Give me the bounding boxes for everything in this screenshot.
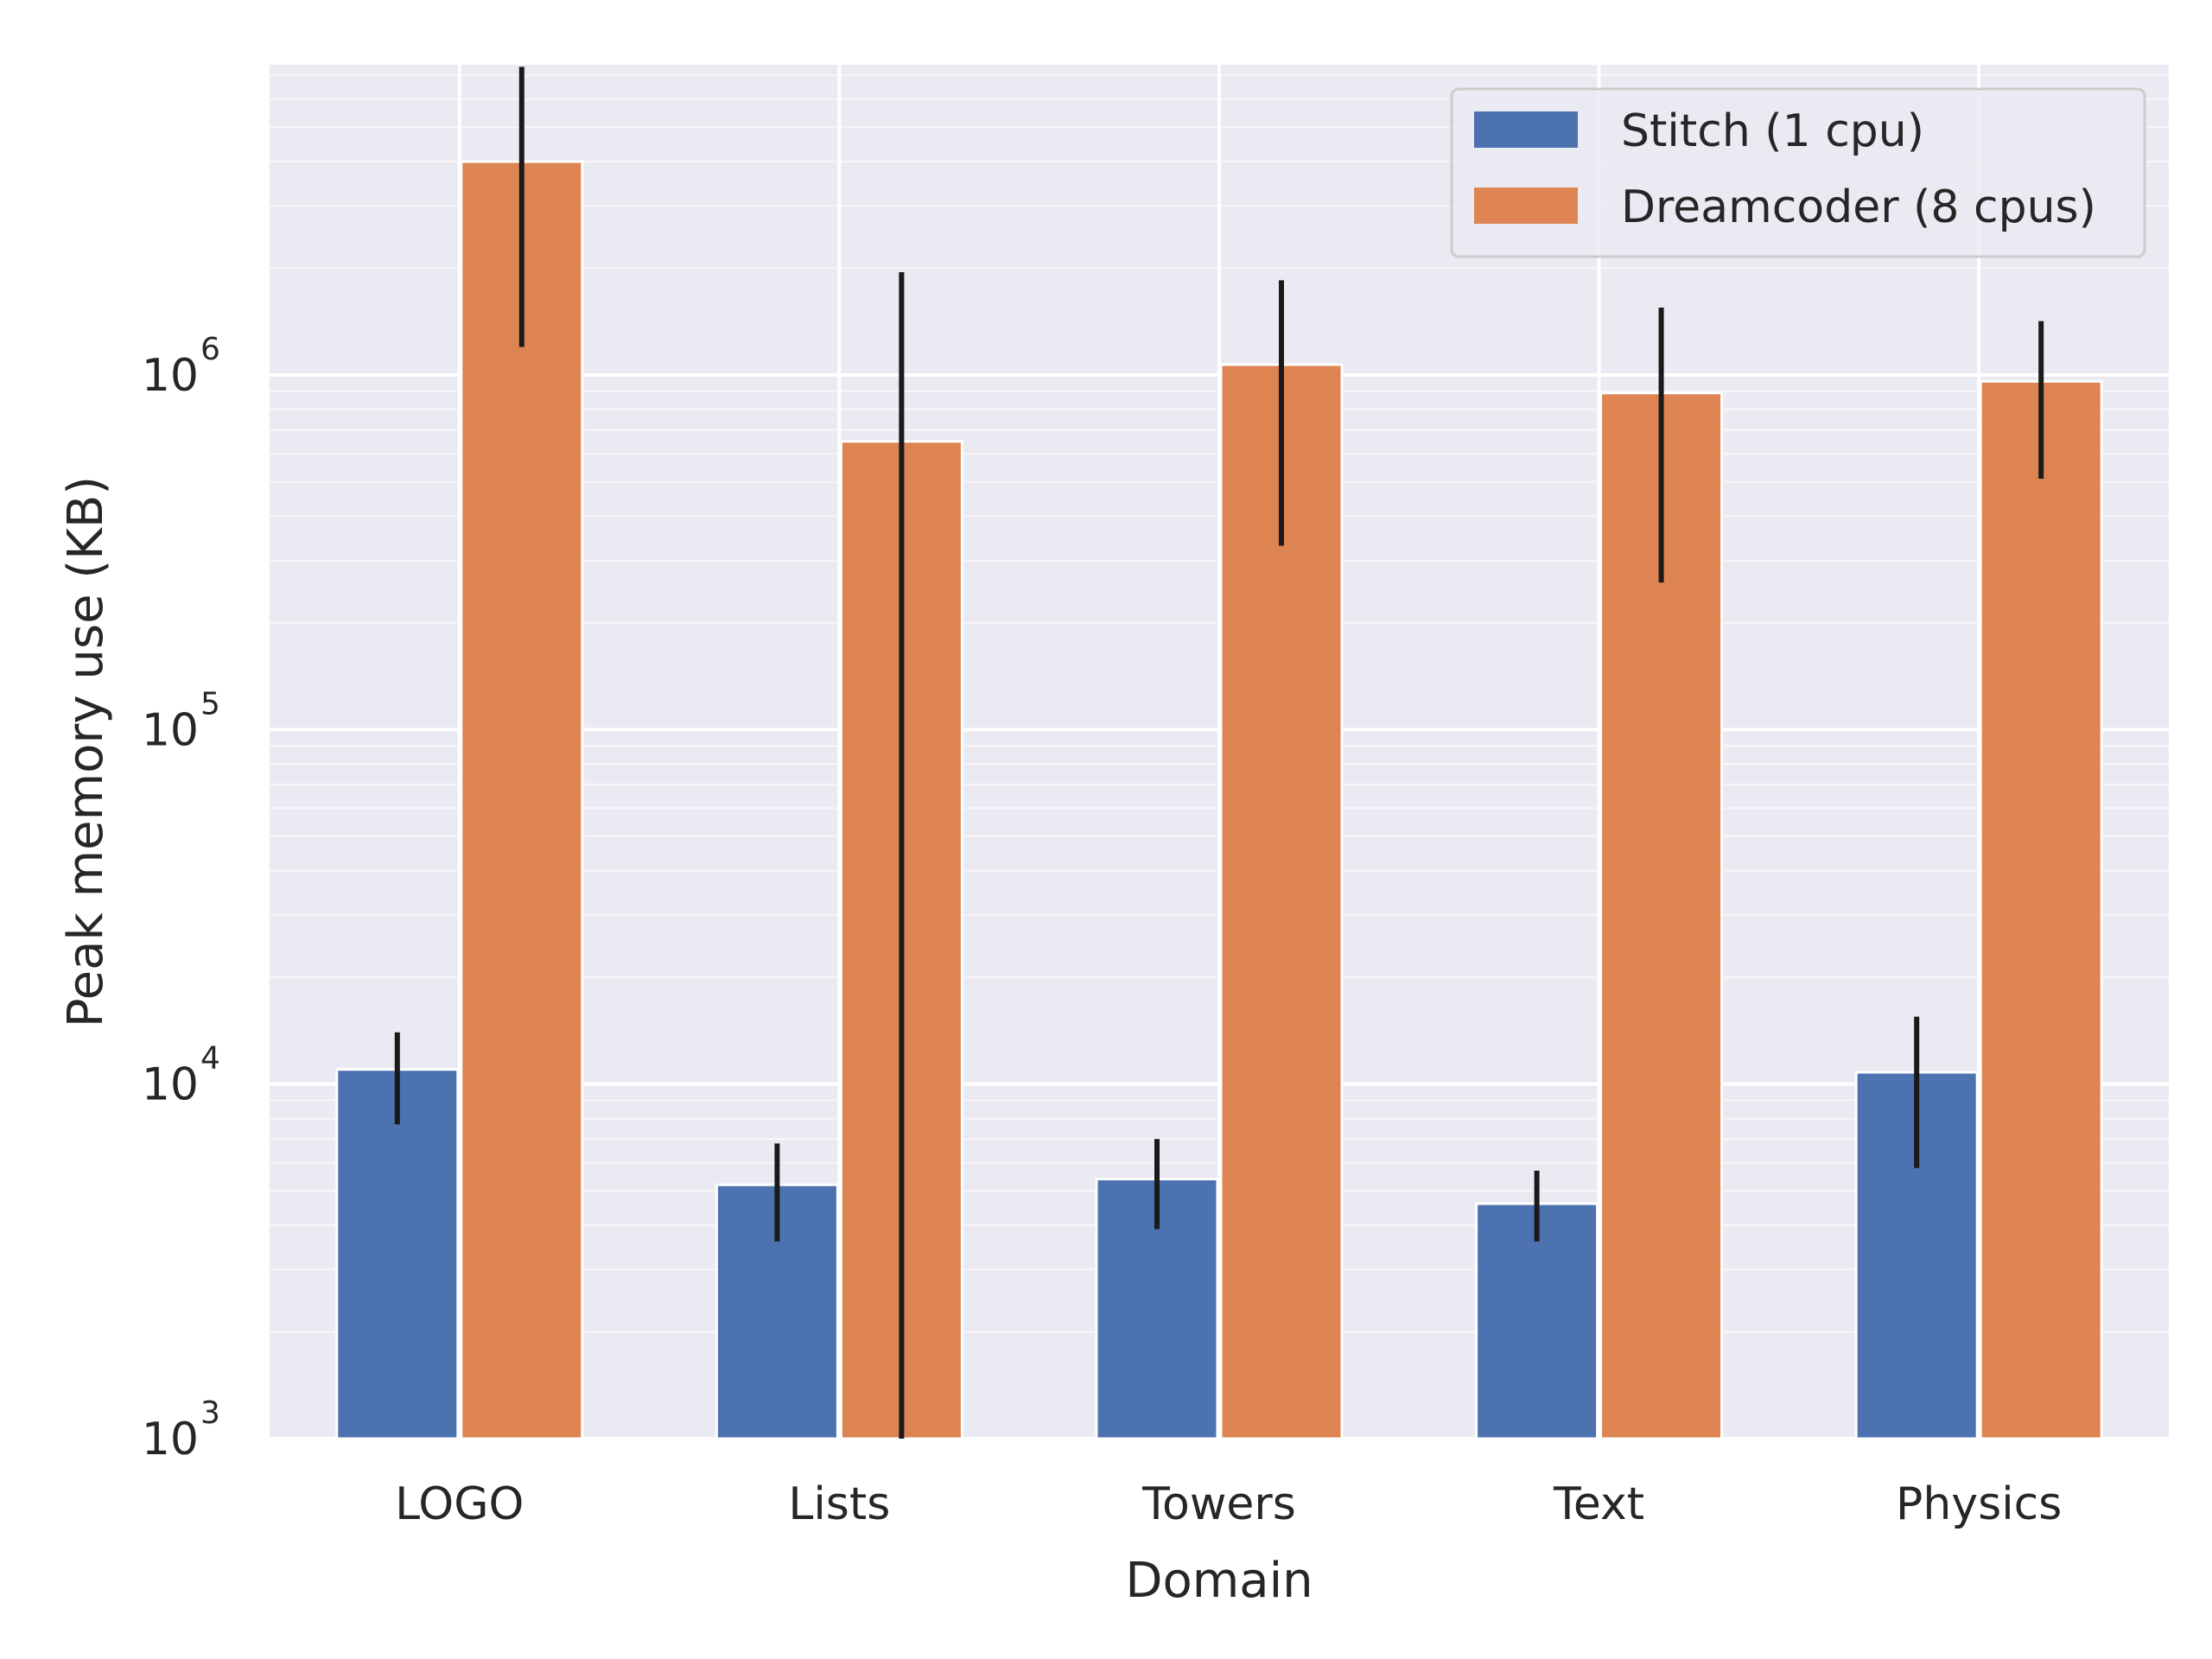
error-bars: [394, 67, 2044, 1439]
x-tick-label-text: Text: [1553, 1478, 1644, 1530]
x-tick-label-towers: Towers: [1141, 1478, 1296, 1530]
x-tick-label-physics: Physics: [1896, 1478, 2062, 1530]
x-tick-label-logo: LOGO: [395, 1478, 524, 1530]
legend-label-stitch: Stitch (1 cpu): [1621, 105, 1924, 157]
y-tick-label: 10: [142, 704, 199, 756]
bars: [335, 160, 2103, 1440]
legend-box: [1450, 87, 2146, 258]
bar-stitch-text: [1475, 1202, 1599, 1440]
y-tick-exponent: 4: [200, 1041, 220, 1077]
bar-dreamcoder-physics: [1979, 379, 2103, 1440]
bar-dreamcoder-logo: [460, 160, 584, 1440]
y-tick-label: 10: [142, 1059, 199, 1111]
major-grid: [270, 65, 2169, 1440]
legend-label-dreamcoder: Dreamcoder (8 cpus): [1621, 181, 2096, 233]
legend-swatch-dreamcoder: [1474, 188, 1578, 224]
x-tick-labels: LOGO Lists Towers Text Physics: [395, 1478, 2062, 1530]
y-tick-exponent: 6: [200, 332, 220, 367]
y-tick-label: 10: [142, 350, 199, 402]
y-axis-label: Peak memory use (KB): [58, 476, 114, 1027]
legend-swatch-stitch: [1474, 111, 1578, 148]
x-tick-label-lists: Lists: [788, 1478, 890, 1530]
bar-stitch-logo: [335, 1068, 460, 1440]
y-tick-exponent: 3: [200, 1395, 220, 1431]
y-tick-exponent: 5: [200, 686, 220, 721]
legend: Stitch (1 cpu) Dreamcoder (8 cpus): [1450, 87, 2146, 258]
x-axis-label: Domain: [1125, 1553, 1313, 1609]
y-tick-label: 10: [142, 1414, 199, 1465]
